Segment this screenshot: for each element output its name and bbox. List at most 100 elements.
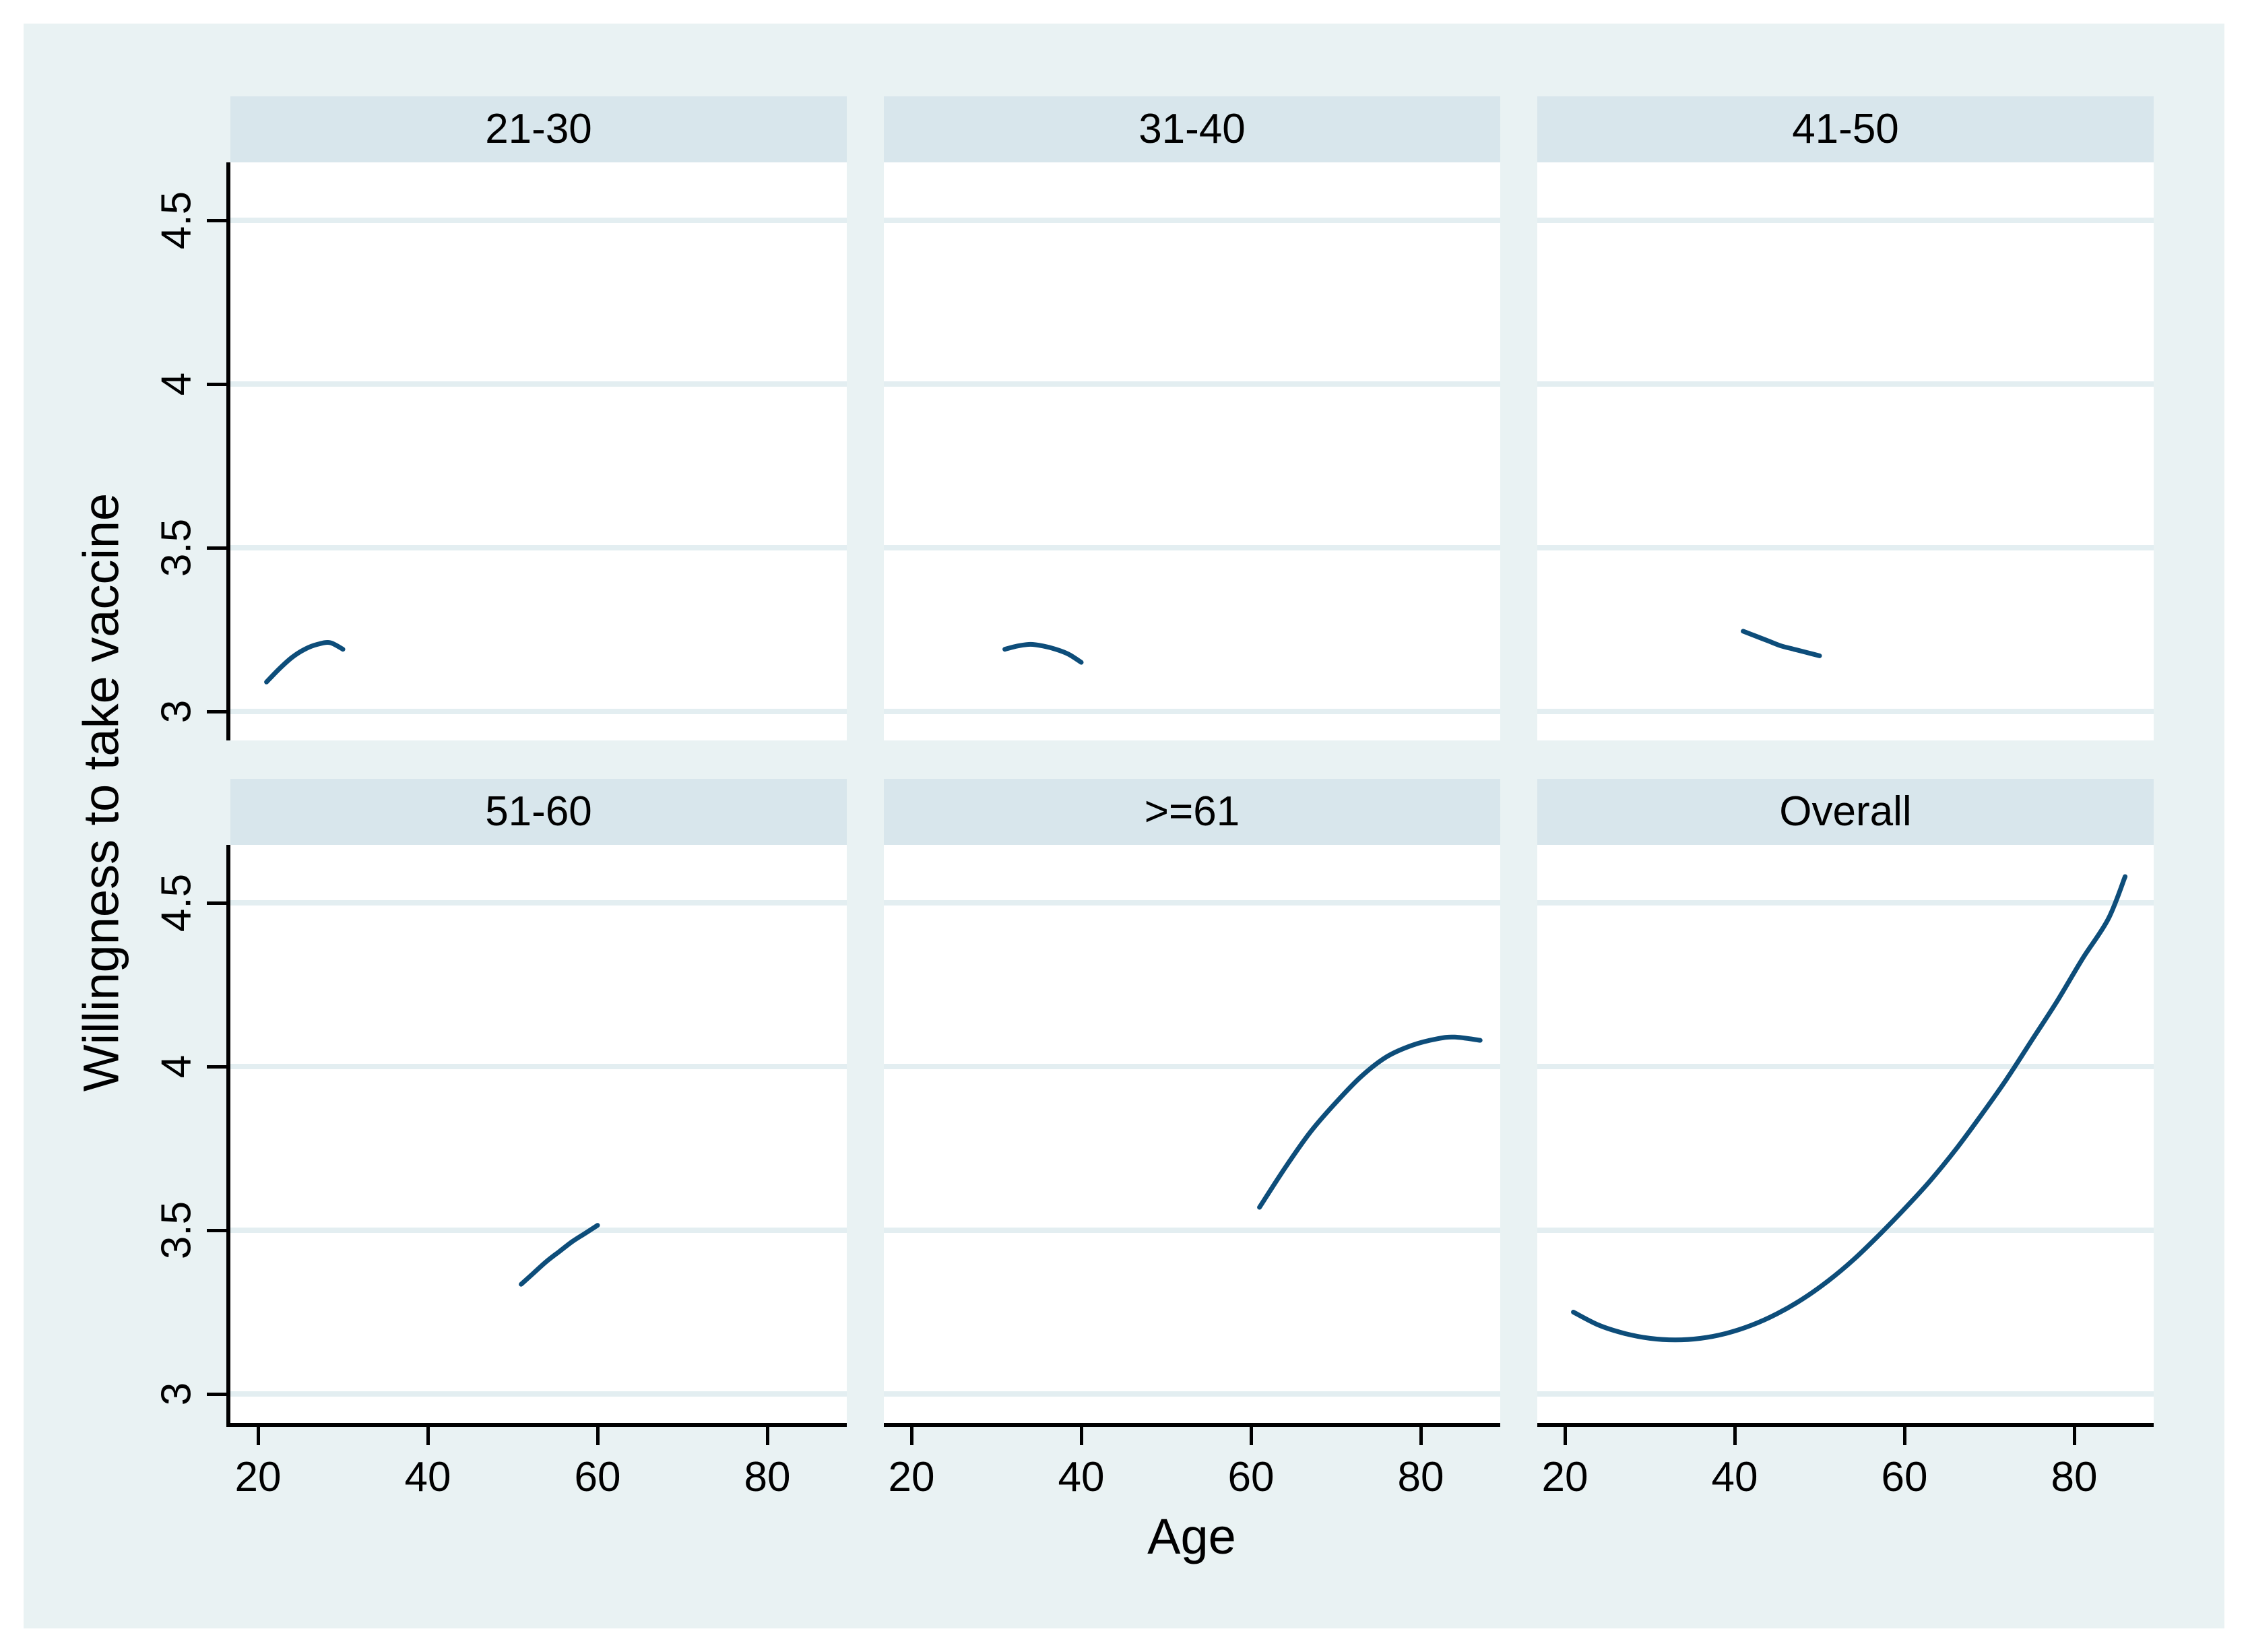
x-tick [596,1427,600,1445]
y-tick-label: 3 [153,699,200,724]
x-tick-label: 40 [1058,1454,1105,1500]
y-tick [207,710,226,713]
gridline [884,1064,1500,1069]
trend-line [264,640,346,685]
facet-panel: Overall 20 40 60 80 [1537,779,2154,1500]
x-tick [426,1427,430,1445]
trend-line [1257,1034,1483,1210]
gridline [1537,900,2154,906]
facet-header: >=61 [884,779,1500,845]
trend-line [1002,641,1084,665]
curve-svg [1002,641,1084,665]
plot-area: 3 3.5 4 4.5 20 40 60 80 [154,845,847,1500]
plot-area [884,162,1500,740]
gridline [1537,1228,2154,1233]
x-tick-label: 60 [1227,1454,1275,1500]
y-tick [207,1229,226,1232]
trend-line [1741,629,1822,658]
facet-header: 51-60 [230,779,847,845]
gridline [884,218,1500,223]
x-tick-label: 60 [1881,1454,1928,1500]
x-tick [1564,1427,1567,1445]
y-tick-label: 4.5 [153,191,200,250]
x-axis-line [226,1423,847,1427]
x-tick-label: 20 [234,1454,282,1500]
y-tick-label: 3.5 [153,518,200,577]
plot-area: 3 3.5 4 4.5 [154,162,847,740]
facet-title-label: >=61 [1144,788,1240,835]
x-tick-label: 60 [574,1454,621,1500]
curve-svg [519,1223,600,1287]
x-tick-label: 80 [744,1454,791,1500]
gridline [1537,218,2154,223]
gridline [884,900,1500,906]
facet-title-label: Overall [1779,788,1912,835]
x-tick-label: 80 [1397,1454,1444,1500]
y-tick [207,901,226,905]
x-tick [1903,1427,1906,1445]
x-tick [766,1427,769,1445]
facet-panel: 41-50 [1537,96,2154,740]
x-tick [257,1427,260,1445]
gridline [230,1391,847,1397]
curve-svg [1571,874,2128,1343]
gridline [230,381,847,387]
x-tick-label: 20 [888,1454,935,1500]
y-tick-label: 4.5 [153,873,200,932]
y-tick [207,546,226,550]
y-tick-label: 4 [153,1054,200,1079]
facet-title-label: 51-60 [485,788,592,835]
y-axis-title: Willingness to take vaccine [73,493,129,1092]
x-tick [2073,1427,2076,1445]
gridline [1537,1391,2154,1397]
gridline [230,1064,847,1069]
trend-line [519,1223,600,1287]
facet-header: 21-30 [230,96,847,162]
x-tick [1733,1427,1737,1445]
gridline [884,545,1500,550]
x-axis-title: Age [1147,1508,1236,1564]
facet-title-label: 21-30 [485,106,592,152]
y-axis-line [226,845,230,1427]
gridline [884,1391,1500,1397]
gridline [1537,1064,2154,1069]
y-tick [207,383,226,386]
facet-panel: 31-40 [884,96,1500,740]
y-axis-line [226,162,230,740]
gridline [1537,545,2154,550]
x-tick-label: 40 [404,1454,451,1500]
plot-area: 20 40 60 80 [884,845,1500,1500]
x-tick-label: 80 [2051,1454,2098,1500]
facet-panel: 51-60 3 3.5 4 4.5 20 40 60 80 [154,779,847,1500]
y-tick-label: 3 [153,1382,200,1406]
y-tick [207,1393,226,1396]
x-axis-line [1537,1423,2154,1427]
facet-header: 41-50 [1537,96,2154,162]
x-tick [1250,1427,1253,1445]
curve-svg [1257,1034,1483,1210]
x-tick-label: 20 [1541,1454,1588,1500]
x-tick [1419,1427,1423,1445]
gridline [230,545,847,550]
gridline [230,218,847,223]
gridline [230,900,847,906]
gridline [230,1228,847,1233]
curve-svg [1741,629,1822,658]
trend-line [1571,874,2128,1343]
gridline [884,1228,1500,1233]
facet-panel: >=61 20 40 60 80 [884,779,1500,1500]
x-tick [1080,1427,1083,1445]
curve-svg [264,640,346,685]
gridline [884,381,1500,387]
facet-header: Overall [1537,779,2154,845]
facet-title-label: 31-40 [1138,106,1246,152]
plot-area: 20 40 60 80 [1537,845,2154,1500]
y-tick-label: 4 [153,372,200,396]
y-tick [207,1065,226,1069]
gridline [884,709,1500,714]
x-tick [910,1427,913,1445]
facet-header: 31-40 [884,96,1500,162]
facet-title-label: 41-50 [1792,106,1899,152]
x-tick-label: 40 [1711,1454,1758,1500]
gridline [1537,381,2154,387]
